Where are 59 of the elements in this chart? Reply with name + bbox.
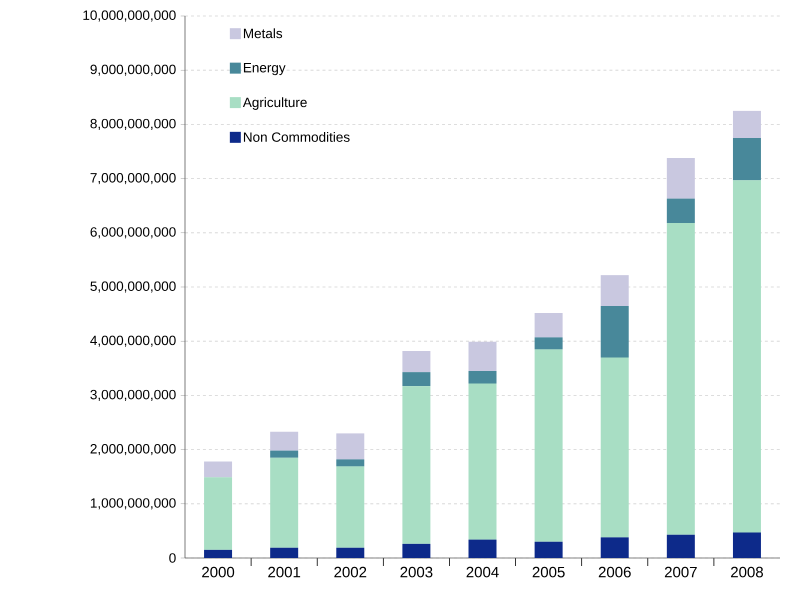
bar [204, 462, 232, 478]
bar [534, 337, 563, 350]
legend-label: Energy [244, 63, 286, 76]
bar [732, 180, 761, 533]
bar [402, 350, 430, 372]
bar [600, 357, 629, 538]
y-tick-label: 2,000,000,000 [90, 444, 176, 456]
y-tick-label: 10,000,000,000 [83, 10, 176, 22]
x-tick-label: 2006 [598, 566, 631, 578]
y-tick-label: 4,000,000,000 [90, 336, 176, 347]
bar [270, 548, 298, 558]
y-tick-label: 3,000,000,000 [90, 390, 176, 401]
y-tick-label: 0 [169, 553, 176, 563]
bar [732, 138, 761, 180]
bar [534, 349, 563, 542]
x-tick-label: 2000 [202, 566, 234, 578]
bar [270, 450, 298, 458]
bar [336, 433, 364, 460]
bar [600, 306, 629, 358]
x-tick-label: 2004 [466, 566, 499, 578]
bar [600, 537, 629, 558]
legend-label: Non Commodities [244, 132, 350, 142]
bar [336, 459, 364, 466]
x-tick-label: 2003 [400, 566, 432, 578]
bar [204, 550, 232, 558]
bar [402, 544, 430, 558]
bar [468, 371, 497, 384]
bar [270, 458, 298, 548]
x-tick-label: 2002 [334, 566, 366, 578]
bar [666, 158, 695, 199]
x-tick-label: 2007 [664, 566, 697, 578]
bar [336, 548, 364, 558]
bar [468, 342, 497, 372]
bar [402, 386, 430, 544]
y-tick-label: 8,000,000,000 [90, 118, 176, 130]
x-tick-label: 2001 [268, 566, 300, 578]
y-tick-label: 9,000,000,000 [90, 64, 176, 76]
bar [270, 432, 298, 451]
y-tick-label: 1,000,000,000 [90, 498, 176, 510]
bar [732, 110, 761, 138]
x-tick-label: 2005 [532, 566, 565, 578]
y-tick-label: 7,000,000,000 [90, 173, 176, 184]
bar [600, 275, 629, 306]
y-tick-label: 6,000,000,000 [90, 227, 176, 238]
bar [666, 198, 695, 224]
y-tick-label: 5,000,000,000 [90, 281, 176, 293]
bar [666, 534, 695, 558]
x-tick-label: 2008 [731, 566, 763, 578]
legend-label: Metals [244, 28, 282, 38]
bar [666, 223, 695, 535]
bar [402, 372, 430, 386]
bar [534, 313, 563, 338]
bar [732, 532, 761, 558]
bar [336, 466, 364, 548]
bar [468, 540, 497, 558]
bar [534, 542, 563, 558]
legend-label: Agriculture [242, 97, 307, 110]
bar [204, 477, 232, 550]
bar [468, 383, 497, 540]
